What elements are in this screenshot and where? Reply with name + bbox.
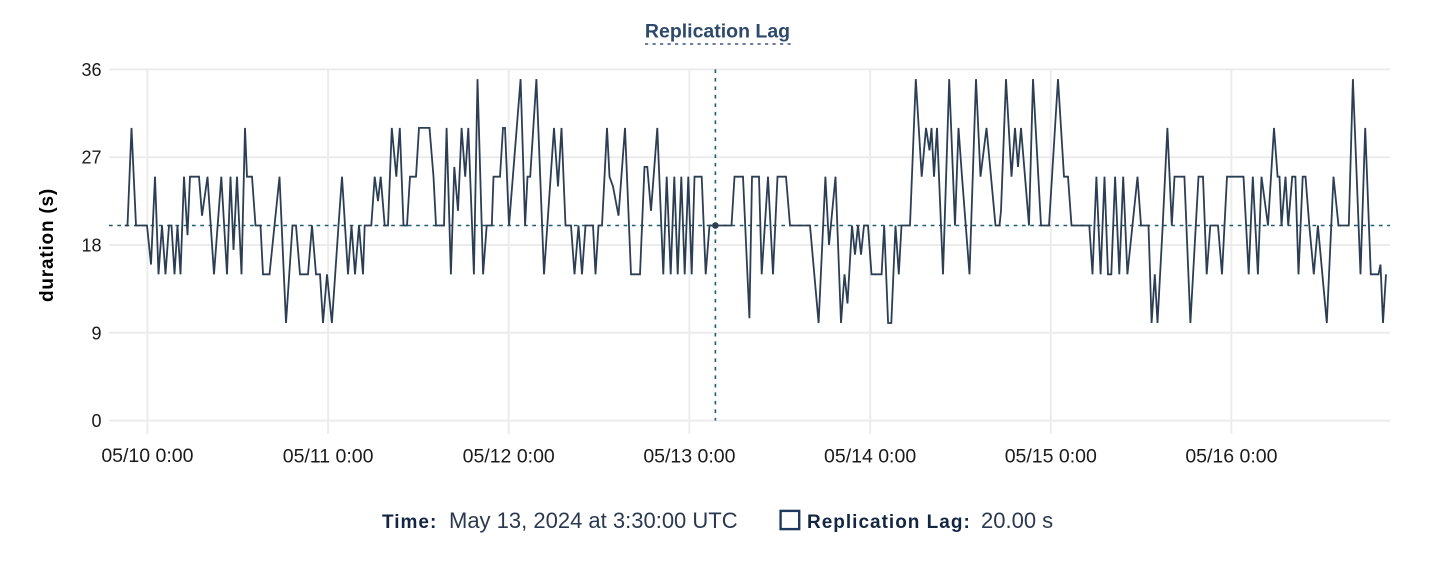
svg-text:20.00 s: 20.00 s	[981, 508, 1053, 533]
svg-text:duration (s): duration (s)	[37, 188, 58, 302]
svg-text:Time:: Time:	[382, 512, 437, 533]
svg-text:18: 18	[81, 236, 101, 256]
svg-text:05/16 0:00: 05/16 0:00	[1185, 446, 1277, 468]
svg-text:05/11 0:00: 05/11 0:00	[283, 446, 374, 468]
svg-text:05/13 0:00: 05/13 0:00	[643, 446, 735, 468]
svg-text:0: 0	[91, 411, 101, 431]
svg-text:05/12 0:00: 05/12 0:00	[463, 446, 555, 468]
svg-text:May 13, 2024 at 3:30:00 UTC: May 13, 2024 at 3:30:00 UTC	[449, 508, 738, 533]
svg-text:Replication Lag:: Replication Lag:	[807, 512, 971, 533]
svg-text:27: 27	[81, 148, 101, 168]
svg-text:05/15 0:00: 05/15 0:00	[1005, 446, 1097, 468]
svg-text:05/10 0:00: 05/10 0:00	[101, 445, 193, 467]
svg-text:Replication Lag: Replication Lag	[645, 21, 790, 43]
svg-text:36: 36	[81, 60, 101, 80]
svg-text:9: 9	[91, 323, 101, 343]
svg-text:05/14 0:00: 05/14 0:00	[824, 446, 916, 468]
